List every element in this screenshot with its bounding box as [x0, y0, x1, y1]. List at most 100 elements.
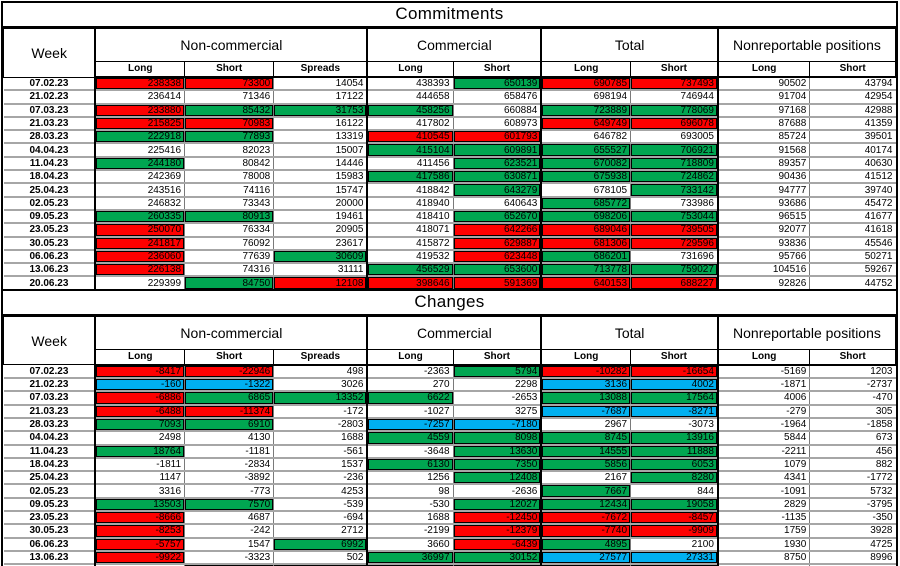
value-cell: 15983 — [273, 169, 368, 184]
week-cell: 13.06.23 — [3, 549, 96, 565]
value-cell: 1547 — [184, 536, 274, 551]
value-cell: 23617 — [273, 235, 368, 250]
subheader-non-commercial-long: Long — [94, 348, 186, 366]
week-cell: 06.06.23 — [3, 248, 96, 264]
value-cell: 243516 — [94, 182, 185, 197]
value-cell: 502 — [273, 549, 368, 565]
value-cell: 11888 — [630, 443, 718, 458]
value-cell: 1930 — [716, 536, 810, 551]
week-cell: 21.03.23 — [3, 115, 96, 131]
value-cell: -3795 — [809, 496, 896, 512]
value-cell: 3660 — [366, 536, 454, 551]
value-cell: 733986 — [630, 195, 718, 210]
value-cell: 410545 — [366, 129, 454, 144]
value-cell: 40630 — [809, 155, 896, 171]
week-cell: 23.05.23 — [3, 509, 96, 525]
value-cell: 8750 — [716, 549, 810, 565]
value-cell: -5757 — [94, 536, 185, 551]
value-cell: 71346 — [184, 89, 274, 104]
value-cell: 70983 — [184, 115, 274, 131]
value-cell: 27577 — [540, 549, 631, 565]
value-cell: 643279 — [452, 182, 542, 197]
value-cell: 77893 — [184, 129, 274, 144]
value-cell: 418071 — [366, 222, 454, 237]
value-cell: 673 — [809, 430, 896, 445]
value-cell: 660884 — [452, 102, 542, 117]
group-header-non-commercial: Non-commercial — [94, 28, 368, 62]
value-cell: 411456 — [366, 155, 454, 171]
value-cell: 10434 — [184, 563, 274, 566]
value-cell: 591369 — [452, 275, 542, 289]
value-cell: -10282 — [540, 364, 631, 379]
value-cell: 238338 — [94, 77, 185, 91]
value-cell: 713778 — [540, 262, 631, 277]
value-cell: 649749 — [540, 115, 631, 131]
value-cell: -1772 — [809, 470, 896, 485]
value-cell: 85432 — [184, 102, 274, 117]
value-cell: 91704 — [716, 89, 810, 104]
value-cell: 1203 — [809, 364, 896, 379]
value-cell: 82023 — [184, 142, 274, 157]
value-cell: 418940 — [366, 195, 454, 210]
value-cell: -694 — [273, 509, 368, 525]
table-row: 28.03.23 222918 77893 13319 410545 601793 6467… — [3, 129, 896, 144]
value-cell: 417586 — [366, 169, 454, 184]
value-cell: -1135 — [716, 509, 810, 525]
value-cell: -14515 — [809, 563, 896, 566]
value-cell: 698206 — [540, 208, 631, 224]
value-cell: 241817 — [94, 235, 185, 250]
value-cell: 3316 — [94, 483, 185, 498]
value-cell: 2298 — [452, 377, 542, 392]
week-cell: 07.03.23 — [3, 390, 96, 405]
group-header-commercial: Commercial — [366, 28, 542, 62]
value-cell: 92077 — [716, 222, 810, 237]
value-cell: 93836 — [716, 235, 810, 250]
value-cell: 16122 — [273, 115, 368, 131]
table-row: 07.03.23 -6886 6865 13352 6622 -2653 13088 1756… — [3, 390, 896, 405]
value-cell: 13503 — [94, 496, 185, 512]
value-cell: -1322 — [184, 377, 274, 392]
value-cell: 87688 — [716, 115, 810, 131]
value-cell: 2498 — [94, 430, 185, 445]
value-cell: 2967 — [540, 416, 631, 432]
value-cell: 8745 — [540, 430, 631, 445]
value-cell: 4130 — [184, 430, 274, 445]
table-row: 28.03.23 7093 6910 -2803 -7257 -7180 2967 -3073… — [3, 416, 896, 432]
week-cell: 30.05.23 — [3, 523, 96, 538]
week-column-header: Week — [3, 315, 96, 366]
value-cell: 4895 — [540, 536, 631, 551]
value-cell: 418842 — [366, 182, 454, 197]
value-cell: 13916 — [630, 430, 718, 445]
group-header-total: Total — [540, 315, 719, 350]
value-cell: -8417 — [94, 364, 185, 379]
value-cell: 689046 — [540, 222, 631, 237]
value-cell: 17564 — [630, 390, 718, 405]
value-cell: -19003 — [273, 563, 368, 566]
value-cell: 4002 — [630, 377, 718, 392]
value-cell: -7687 — [540, 403, 631, 418]
table-row: 30.05.23 241817 76092 23617 415872 629887 6813… — [3, 235, 896, 250]
value-cell: 2712 — [273, 523, 368, 538]
section-changes: Changes Week Non-commercial Commercial Total… — [3, 288, 896, 566]
value-cell: 729596 — [630, 235, 718, 250]
value-cell: -2211 — [716, 443, 810, 458]
group-header-nonreportable-positions: Nonreportable positions — [716, 28, 896, 62]
value-cell: 640643 — [452, 195, 542, 210]
value-cell: 5844 — [716, 430, 810, 445]
value-cell: 226138 — [94, 262, 185, 277]
subheader-row: Long Short Spreads Long Short Long Short Long Sh… — [4, 348, 896, 366]
value-cell: 398646 — [366, 275, 454, 289]
value-cell: -6488 — [94, 403, 185, 418]
value-cell: 681306 — [540, 235, 631, 250]
value-cell: 3026 — [273, 377, 368, 392]
value-cell: 698194 — [540, 89, 631, 104]
value-cell: 608973 — [452, 115, 542, 131]
value-cell: 250070 — [94, 222, 185, 237]
value-cell: 4253 — [273, 483, 368, 498]
value-cell: -773 — [184, 483, 274, 498]
value-cell: 746944 — [630, 89, 718, 104]
value-cell: -2636 — [452, 483, 542, 498]
table-row: 23.05.23 250070 76334 20905 418071 642266 6890… — [3, 222, 896, 237]
table-row: 07.02.23 238338 73300 14054 438393 650139 6907… — [4, 77, 896, 91]
positions-table: Week Non-commercial Commercial Total Nonrepo… — [3, 28, 896, 289]
